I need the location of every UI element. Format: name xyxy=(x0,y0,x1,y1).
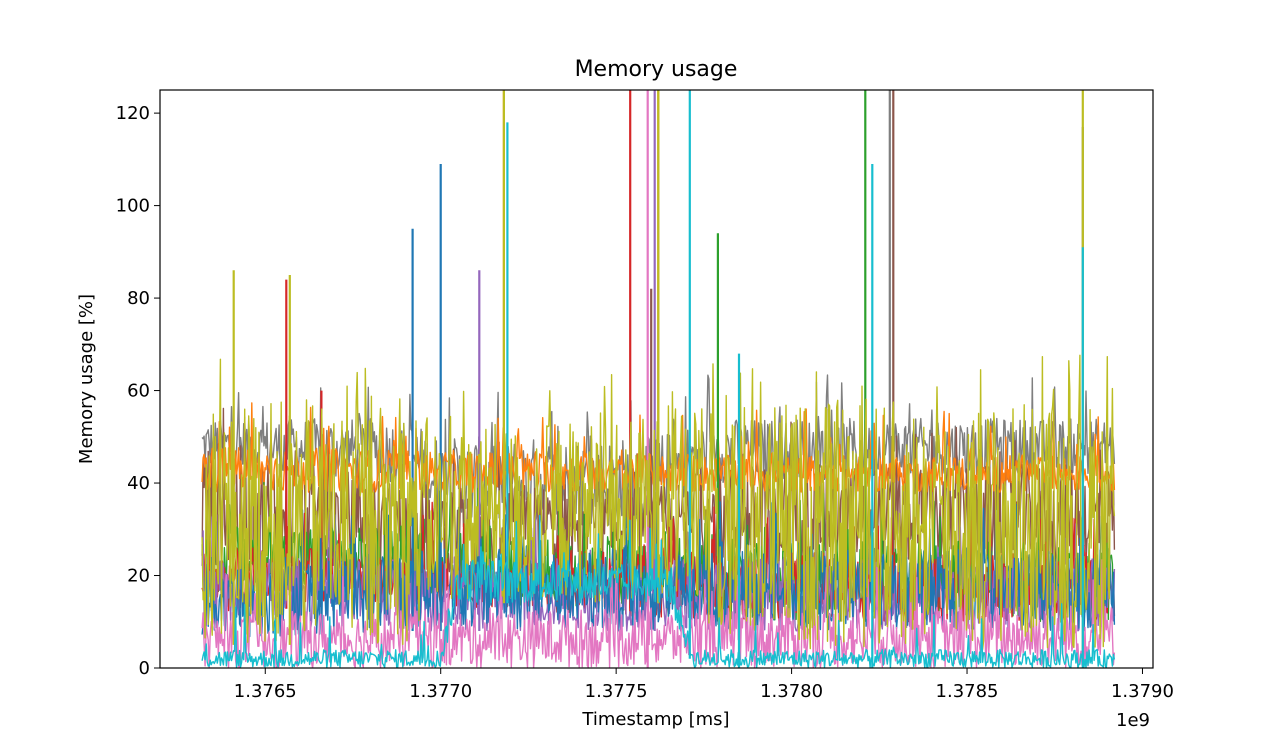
y-tick-label: 120 xyxy=(116,103,150,124)
x-tick-label: 1.3775 xyxy=(585,681,648,702)
y-tick-label: 40 xyxy=(127,473,150,494)
y-tick-label: 80 xyxy=(127,288,150,309)
x-tick-label: 1.3765 xyxy=(234,681,297,702)
x-tick-label: 1.3785 xyxy=(936,681,999,702)
x-tick-label: 1.3770 xyxy=(409,681,472,702)
x-tick-label: 1.3780 xyxy=(760,681,823,702)
y-axis-label: Memory usage [%] xyxy=(76,294,97,464)
chart-title: Memory usage xyxy=(575,57,738,82)
x-tick-label: 1.3790 xyxy=(1111,681,1174,702)
series-line-9 xyxy=(201,514,1116,668)
plot-frame xyxy=(159,89,1154,669)
y-tick-label: 0 xyxy=(139,658,150,679)
y-tick-label: 100 xyxy=(116,196,150,217)
y-tick-label: 60 xyxy=(127,381,150,402)
x-offset-label: 1e9 xyxy=(1116,710,1150,731)
y-axis: 0 20 40 60 80 100 120 xyxy=(116,103,160,679)
plot-area xyxy=(201,90,1116,668)
x-axis-label: Timestamp [ms] xyxy=(581,709,729,730)
x-axis: 1.3765 1.3770 1.3775 1.3780 1.3785 1.3790 xyxy=(234,668,1174,702)
y-tick-label: 20 xyxy=(127,566,150,587)
